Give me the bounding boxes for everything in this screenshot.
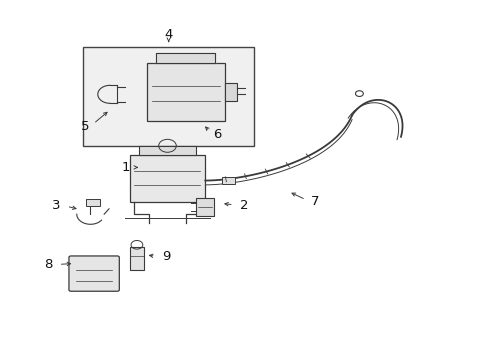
Text: 4: 4 [164, 28, 173, 41]
Bar [224, 83, 237, 101]
Text: 1: 1 [121, 161, 130, 174]
Bar [139, 146, 195, 155]
Bar [146, 63, 224, 121]
Bar [129, 155, 205, 202]
Polygon shape [156, 53, 215, 63]
Text: 9: 9 [162, 250, 170, 263]
Bar [222, 177, 234, 184]
Text: 5: 5 [81, 120, 90, 133]
Bar [195, 198, 214, 216]
Text: 3: 3 [52, 199, 61, 212]
FancyBboxPatch shape [69, 256, 119, 291]
Text: 2: 2 [240, 199, 248, 212]
Bar [129, 247, 144, 270]
Bar [83, 47, 254, 146]
Text: 6: 6 [213, 128, 222, 141]
Bar [85, 199, 100, 206]
Text: 8: 8 [43, 258, 52, 271]
Text: 7: 7 [310, 195, 319, 208]
